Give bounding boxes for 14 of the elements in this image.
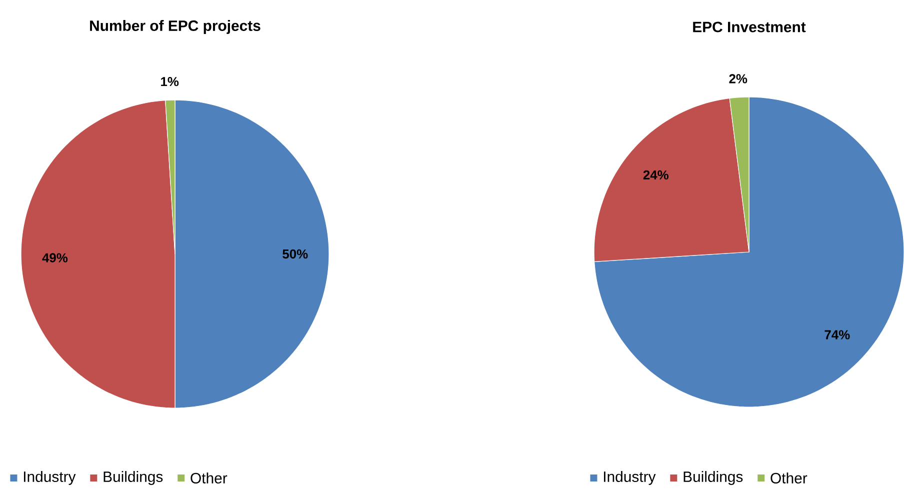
legend-label: Other xyxy=(770,472,808,484)
data-label: 74% xyxy=(824,330,850,340)
legend-label: Other xyxy=(190,472,228,484)
data-label: 2% xyxy=(729,74,748,84)
data-label: 49% xyxy=(42,253,68,262)
data-label: 24% xyxy=(643,170,668,180)
data-label: 50% xyxy=(282,249,308,259)
legend-label: Buildings xyxy=(684,471,743,485)
data-label: 1% xyxy=(161,77,179,86)
legend-label: Buildings xyxy=(104,471,163,485)
chart-title: Number of EPC projects xyxy=(90,20,260,34)
legend-label: Industry xyxy=(604,471,656,485)
legend-label: Industry xyxy=(24,471,76,485)
chart-title: EPC Investment xyxy=(693,22,806,32)
